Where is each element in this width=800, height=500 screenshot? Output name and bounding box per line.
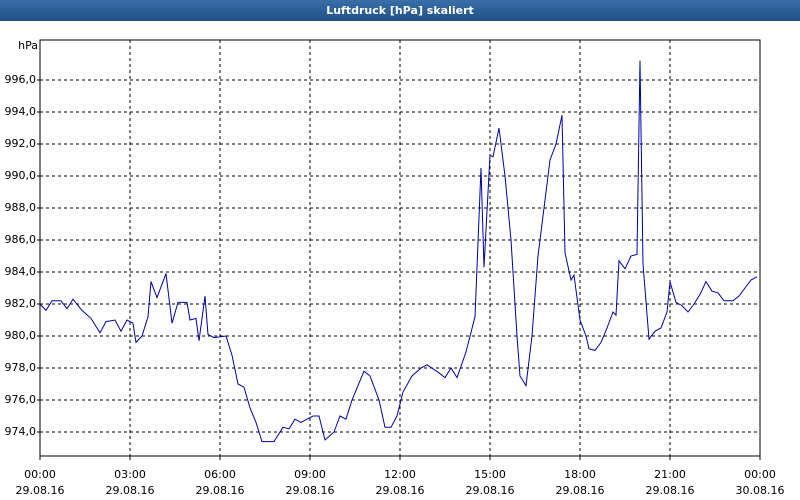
y-tick-label: 976,0 xyxy=(5,393,37,406)
x-tick-date: 29.08.16 xyxy=(16,484,65,497)
x-tick-date: 29.08.16 xyxy=(646,484,695,497)
x-tick-label: 21:00 xyxy=(654,468,686,481)
y-tick-label: 974,0 xyxy=(5,425,37,438)
y-tick-label: 994,0 xyxy=(5,105,37,118)
x-tick-date: 30.08.16 xyxy=(736,484,785,497)
y-tick-label: 990,0 xyxy=(5,169,37,182)
x-tick-date: 29.08.16 xyxy=(106,484,155,497)
y-tick-label: 992,0 xyxy=(5,137,37,150)
x-tick-label: 15:00 xyxy=(474,468,506,481)
title-bar xyxy=(0,0,800,21)
y-tick-label: 978,0 xyxy=(5,361,37,374)
x-tick-label: 09:00 xyxy=(294,468,326,481)
x-tick-date: 29.08.16 xyxy=(376,484,425,497)
chart-title: Luftdruck [hPa] skaliert xyxy=(326,4,474,17)
y-axis-label: hPa xyxy=(18,39,38,52)
x-tick-label: 00:00 xyxy=(744,468,776,481)
plot-border xyxy=(39,39,761,457)
x-tick-date: 29.08.16 xyxy=(466,484,515,497)
y-tick-label: 984,0 xyxy=(5,265,37,278)
x-tick-date: 29.08.16 xyxy=(286,484,335,497)
y-tick-label: 996,0 xyxy=(5,73,37,86)
y-tick-label: 986,0 xyxy=(5,233,37,246)
x-tick-label: 18:00 xyxy=(564,468,596,481)
y-tick-label: 982,0 xyxy=(5,297,37,310)
y-tick-label: 988,0 xyxy=(5,201,37,214)
x-tick-date: 29.08.16 xyxy=(556,484,605,497)
x-tick-label: 12:00 xyxy=(384,468,416,481)
data-line xyxy=(39,60,758,443)
x-tick-label: 00:00 xyxy=(24,468,56,481)
x-tick-label: 03:00 xyxy=(114,468,146,481)
x-tick-label: 06:00 xyxy=(204,468,236,481)
x-tick-date: 29.08.16 xyxy=(196,484,245,497)
y-tick-label: 980,0 xyxy=(5,329,37,342)
